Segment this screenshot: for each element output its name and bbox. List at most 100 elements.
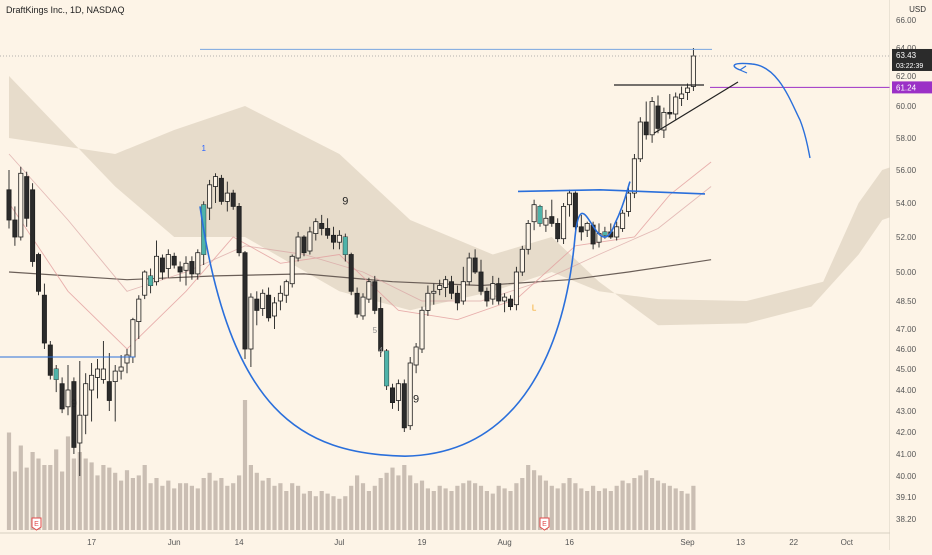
candle-up [136,298,142,323]
volume-bar [331,496,336,530]
volume-bar [638,475,643,530]
volume-bar [384,472,389,530]
volume-bar [213,480,218,530]
candle-down [266,294,272,319]
volume-bar [254,472,259,530]
candle-up [460,281,466,302]
y-tick-label: 44.00 [896,386,917,395]
volume-bar [189,485,194,530]
volume-bar [12,471,17,530]
volume-bar [549,485,554,530]
candle-up [18,172,24,238]
highlight-candle [537,206,543,224]
candle-down [59,383,65,410]
volume-bar [142,465,147,530]
volume-bar [520,478,525,530]
y-tick-label: 62.00 [896,72,917,81]
volume-bar [18,445,23,530]
candle-down [301,236,307,254]
volume-bar [225,485,230,530]
candle-down [555,222,561,240]
candle-down [230,192,236,207]
annotation-label: 4 [378,346,383,355]
candle-up [531,204,537,223]
x-tick-label: Sep [680,538,695,547]
candle-up [637,121,643,160]
highlight-candle [343,237,348,255]
candle-up [260,292,266,309]
ichimoku-cloud [9,76,906,326]
x-tick-label: Jun [168,538,181,547]
volume-bar [443,488,448,530]
countdown-text: 03:22:39 [896,63,923,70]
volume-bar [48,465,53,530]
volume-bar [561,483,566,530]
candle-up [679,93,685,99]
earnings-letter: E [542,521,547,528]
volume-bar [644,470,649,530]
candle-up [289,255,295,285]
candle-down [484,290,490,302]
candle-down [189,261,195,275]
projection-arrow-head [739,65,748,74]
volume-bar [390,467,395,530]
candle-down [41,294,47,344]
volume-bar [248,465,253,530]
y-tick-label: 46.00 [896,345,917,354]
volume-bar [160,485,165,530]
candle-up [100,368,106,380]
volume-bar [107,467,112,530]
candle-down [572,192,578,228]
y-tick-label: 54.00 [896,199,917,208]
volume-bar [95,475,100,530]
candle-up [65,389,71,408]
candle-down [454,292,460,304]
x-tick-label: 22 [789,538,798,547]
projection-arrow-curve [733,62,811,159]
candle-up [513,271,519,306]
volume-bar [355,475,360,530]
y-tick-label: 60.00 [896,102,917,111]
x-tick-label: Aug [497,538,511,547]
y-tick-label: 39.10 [896,493,917,502]
y-tick-label: 41.00 [896,450,917,459]
volume-bar [650,478,655,530]
volume-bar [537,475,543,530]
annotation-label: 1 [201,144,206,153]
y-tick-label: 43.00 [896,407,917,416]
volume-bar [372,485,377,530]
volume-bar [461,483,466,530]
volume-bar [237,475,242,530]
volume-bar [148,483,153,530]
y-tick-label: 47.00 [896,325,917,334]
candle-down [401,383,407,429]
volume-bar [130,478,135,530]
candle-up [584,222,590,231]
highlight-candle [384,351,389,386]
candle-down [496,283,502,302]
candle-up [690,55,696,87]
cup-and-handle-curve [199,181,631,458]
volume-bar [502,488,507,530]
x-tick-label: Oct [841,538,854,547]
volume-bar [77,452,82,530]
volume-bar [496,485,501,530]
candle-up [360,296,366,317]
candle-up [307,231,313,252]
volume-bar [124,470,130,530]
candle-down [106,381,112,401]
handle-resistance-line [517,188,706,195]
volume-bar [113,472,118,530]
candle-down [6,189,12,221]
volume-bar [343,496,348,530]
volume-bar [661,483,666,530]
candle-down [236,205,242,254]
volume-bar [508,491,513,530]
volume-bar [596,491,602,530]
volume-bar [313,496,318,530]
volume-bar [632,478,637,530]
x-tick-label: 16 [565,538,574,547]
candle-up [419,309,425,350]
volume-bar [626,483,631,530]
